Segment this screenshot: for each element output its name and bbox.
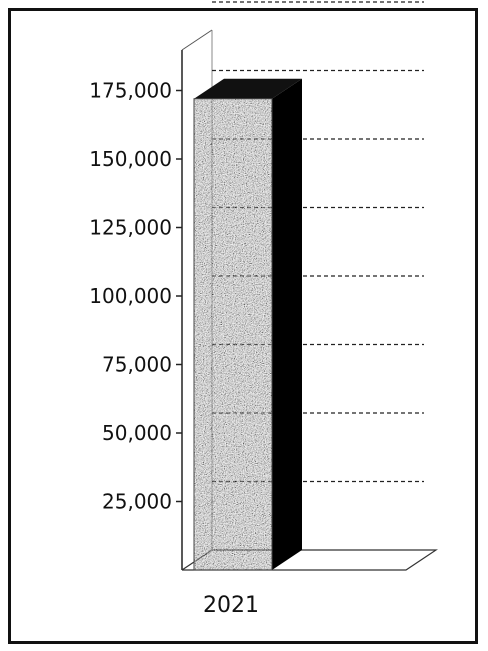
y-tick-label: 75,000: [102, 353, 172, 377]
y-tick-label: 25,000: [102, 490, 172, 514]
y-tick-label: 50,000: [102, 421, 172, 445]
wall-edge: [181, 29, 213, 51]
bar-top: [194, 78, 302, 99]
y-tick-label: 150,000: [89, 147, 172, 171]
bar-side: [272, 78, 302, 570]
x-tick-label: 2021: [203, 593, 259, 618]
y-tick-labels: 25,000 50,000 75,000 100,000 125,000 150,000 1…: [89, 79, 182, 514]
bar-front: [194, 98, 272, 570]
bars: [193, 78, 302, 571]
y-tick-label: 125,000: [89, 216, 172, 240]
y-tick-label: 175,000: [89, 79, 172, 103]
bar-front-outline: [193, 98, 273, 571]
bar: [193, 78, 302, 571]
y-tick-label: 100,000: [89, 284, 172, 308]
x-tick-labels: 2021: [203, 593, 259, 618]
